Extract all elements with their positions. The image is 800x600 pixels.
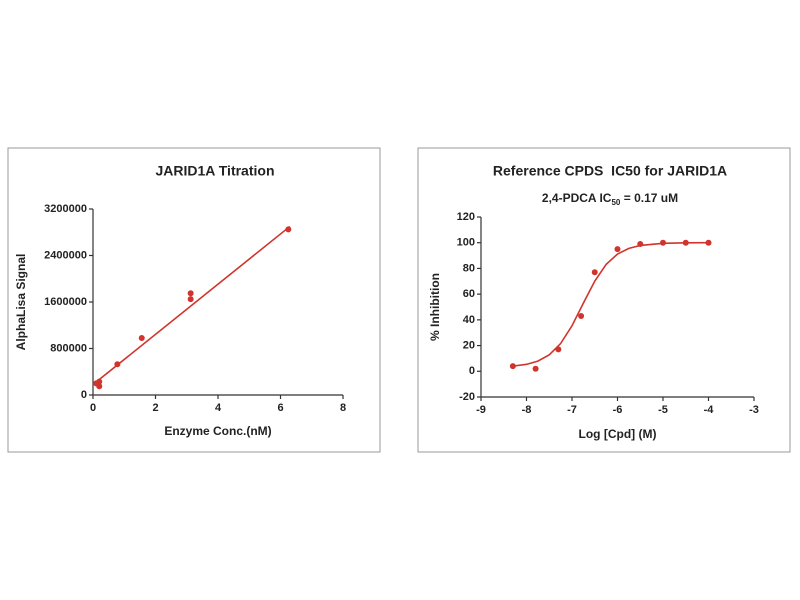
- y-tick-label: 60: [463, 288, 475, 300]
- y-tick-label: 0: [81, 389, 87, 401]
- y-tick-label: 3200000: [44, 203, 87, 215]
- chart-title: JARID1A Titration: [155, 163, 274, 179]
- y-tick-label: -20: [459, 391, 475, 403]
- chart-subtitle: 2,4-PDCA IC50 = 0.17 uM: [542, 191, 678, 207]
- x-tick-label: 0: [90, 402, 96, 414]
- y-tick-label: 40: [463, 314, 475, 326]
- x-tick-label: 4: [215, 402, 222, 414]
- data-point: [96, 383, 103, 390]
- subtitle-part: 2,4-PDCA IC: [542, 191, 612, 205]
- y-tick-label: 80: [463, 262, 475, 274]
- data-point: [285, 226, 292, 233]
- x-tick-label: -6: [613, 404, 623, 416]
- fit-line: [92, 225, 291, 386]
- data-point: [532, 365, 539, 372]
- data-point: [138, 335, 145, 342]
- fit-line: [512, 241, 709, 367]
- x-tick-label: -8: [522, 404, 532, 416]
- x-tick-label: -3: [749, 404, 759, 416]
- subtitle-part: = 0.17 uM: [620, 191, 678, 205]
- x-tick-label: 2: [152, 402, 158, 414]
- data-point: [187, 296, 194, 303]
- data-point: [187, 290, 194, 297]
- x-tick-label: 8: [340, 402, 346, 414]
- x-tick-label: 6: [277, 402, 283, 414]
- x-tick-label: -9: [476, 404, 486, 416]
- y-tick-label: 2400000: [44, 249, 87, 261]
- panel-frame: [417, 147, 791, 453]
- y-axis-label: AlphaLisa Signal: [14, 254, 28, 351]
- data-point: [591, 269, 598, 276]
- y-tick-label: 100: [457, 237, 475, 249]
- x-tick-label: -4: [704, 404, 715, 416]
- y-tick-label: 20: [463, 339, 475, 351]
- chart-title: Reference CPDS IC50 for JARID1A: [493, 163, 727, 179]
- y-tick-label: 120: [457, 211, 475, 223]
- x-axis-label: Enzyme Conc.(nM): [164, 424, 271, 438]
- y-tick-label: 800000: [50, 342, 87, 354]
- data-point: [578, 313, 585, 319]
- x-tick-label: -7: [567, 404, 577, 416]
- data-point: [614, 246, 621, 253]
- y-tick-label: 0: [469, 365, 475, 377]
- panel-frame: [7, 147, 381, 453]
- x-axis-label: Log [Cpd] (M): [579, 427, 657, 441]
- y-tick-label: 1600000: [44, 296, 87, 308]
- subtitle-part: 50: [611, 198, 620, 207]
- y-axis-label: % Inhibition: [428, 273, 442, 341]
- x-tick-label: -5: [658, 404, 668, 416]
